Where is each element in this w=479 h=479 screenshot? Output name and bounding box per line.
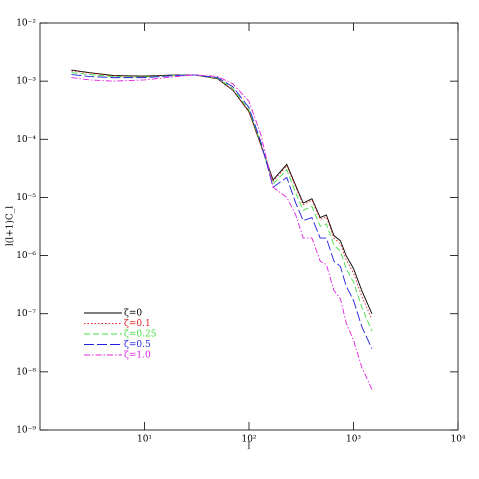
x-tick-label: 10¹ bbox=[137, 435, 152, 445]
y-tick-label: 10⁻³ bbox=[16, 77, 36, 87]
series-line bbox=[71, 74, 373, 349]
y-tick-label: 10⁻⁴ bbox=[16, 135, 36, 145]
legend-label: ζ=0 bbox=[124, 309, 142, 319]
series-line bbox=[71, 74, 373, 390]
series-line bbox=[71, 70, 373, 320]
y-tick-label: 10⁻⁶ bbox=[16, 251, 36, 261]
series-line bbox=[71, 69, 373, 314]
y-axis-label: l(l+1)C_l bbox=[5, 206, 16, 246]
x-axis-label: l bbox=[248, 442, 251, 452]
legend-label: ζ=1.0 bbox=[124, 351, 151, 361]
y-tick-label: 10⁻⁹ bbox=[16, 426, 36, 436]
x-tick-label: 10² bbox=[241, 435, 256, 445]
legend-label: ζ=0.5 bbox=[124, 340, 151, 350]
legend-label: ζ=0.1 bbox=[124, 319, 151, 329]
series-line bbox=[71, 72, 373, 332]
x-tick-label: 10³ bbox=[346, 435, 361, 445]
x-tick-label: 10⁴ bbox=[450, 435, 465, 445]
plot-frame bbox=[39, 22, 459, 431]
y-tick-label: 10⁻⁸ bbox=[16, 367, 36, 377]
y-tick-label: 10⁻⁷ bbox=[16, 309, 36, 319]
y-tick-label: 10⁻⁵ bbox=[16, 193, 36, 203]
legend-label: ζ=0.25 bbox=[124, 330, 157, 340]
y-tick-label: 10⁻² bbox=[16, 19, 36, 29]
